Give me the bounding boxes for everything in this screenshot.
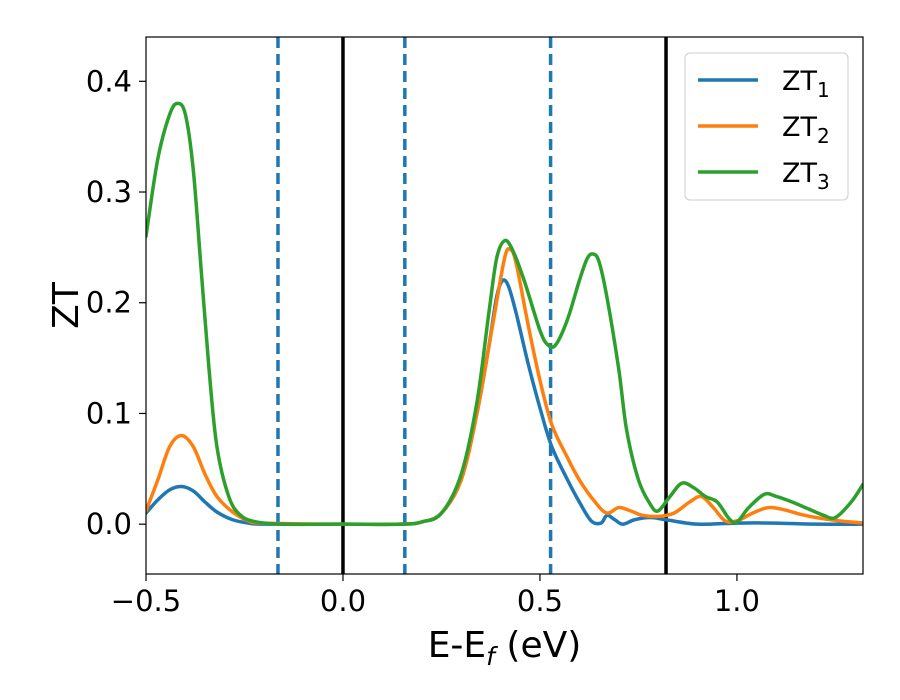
series-line-zt3 — [146, 101, 863, 527]
x-tick-label: −0.5 — [111, 584, 181, 618]
legend-label-zt2: ZT2 — [782, 112, 830, 148]
x-tick-label: 0.0 — [320, 584, 366, 618]
x-axis-label: E-Ef (eV) — [428, 625, 582, 671]
y-tick-label: 0.4 — [86, 64, 132, 98]
y-tick-label: 0.2 — [86, 286, 132, 320]
y-tick-label: 0.1 — [86, 396, 132, 430]
legend-box — [684, 52, 849, 201]
x-tick-label: 1.0 — [714, 584, 760, 618]
legend-label-zt1: ZT1 — [782, 66, 830, 102]
x-tick-label: 0.5 — [517, 584, 563, 618]
series-line-zt1 — [146, 278, 863, 527]
y-tick-label: 0.3 — [86, 175, 132, 209]
legend-label-zt3: ZT3 — [782, 158, 830, 194]
legend: ZT1 ZT2 ZT3 — [684, 52, 849, 201]
y-axis-label: ZT — [46, 281, 87, 329]
y-tick-label: 0.0 — [86, 507, 132, 541]
plot-frame — [145, 36, 864, 575]
